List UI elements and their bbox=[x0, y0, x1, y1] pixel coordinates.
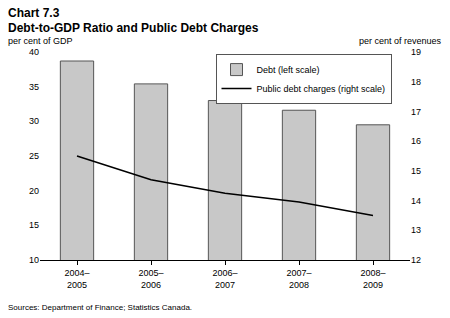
svg-text:Sources: Department of Finance: Sources: Department of Finance; Statisti… bbox=[8, 303, 192, 312]
svg-text:2008–2009: 2008–2009 bbox=[360, 268, 385, 290]
svg-text:18: 18 bbox=[411, 77, 421, 87]
svg-text:14: 14 bbox=[411, 196, 421, 206]
svg-text:Chart 7.3: Chart 7.3 bbox=[8, 6, 60, 20]
svg-text:15: 15 bbox=[411, 166, 421, 176]
svg-text:15: 15 bbox=[29, 220, 39, 230]
svg-text:20: 20 bbox=[29, 186, 39, 196]
svg-text:Debt (left scale): Debt (left scale) bbox=[257, 65, 320, 75]
svg-text:12: 12 bbox=[411, 255, 421, 265]
svg-text:25: 25 bbox=[29, 151, 39, 161]
svg-text:2005–2006: 2005–2006 bbox=[138, 268, 163, 290]
svg-text:19: 19 bbox=[411, 47, 421, 57]
svg-text:Debt-to-GDP Ratio and Public D: Debt-to-GDP Ratio and Public Debt Charge… bbox=[8, 21, 259, 35]
svg-text:30: 30 bbox=[29, 116, 39, 126]
svg-text:2007–2008: 2007–2008 bbox=[286, 268, 311, 290]
svg-text:35: 35 bbox=[29, 82, 39, 92]
svg-text:10: 10 bbox=[29, 255, 39, 265]
svg-text:40: 40 bbox=[29, 47, 39, 57]
svg-text:16: 16 bbox=[411, 136, 421, 146]
svg-text:per cent of revenues: per cent of revenues bbox=[359, 36, 442, 46]
svg-text:17: 17 bbox=[411, 107, 421, 117]
svg-text:2004–2005: 2004–2005 bbox=[64, 268, 89, 290]
svg-text:per cent of GDP: per cent of GDP bbox=[8, 36, 73, 46]
svg-text:Public debt charges (right sca: Public debt charges (right scale) bbox=[257, 84, 386, 94]
svg-text:13: 13 bbox=[411, 225, 421, 235]
svg-text:2006–2007: 2006–2007 bbox=[212, 268, 237, 290]
